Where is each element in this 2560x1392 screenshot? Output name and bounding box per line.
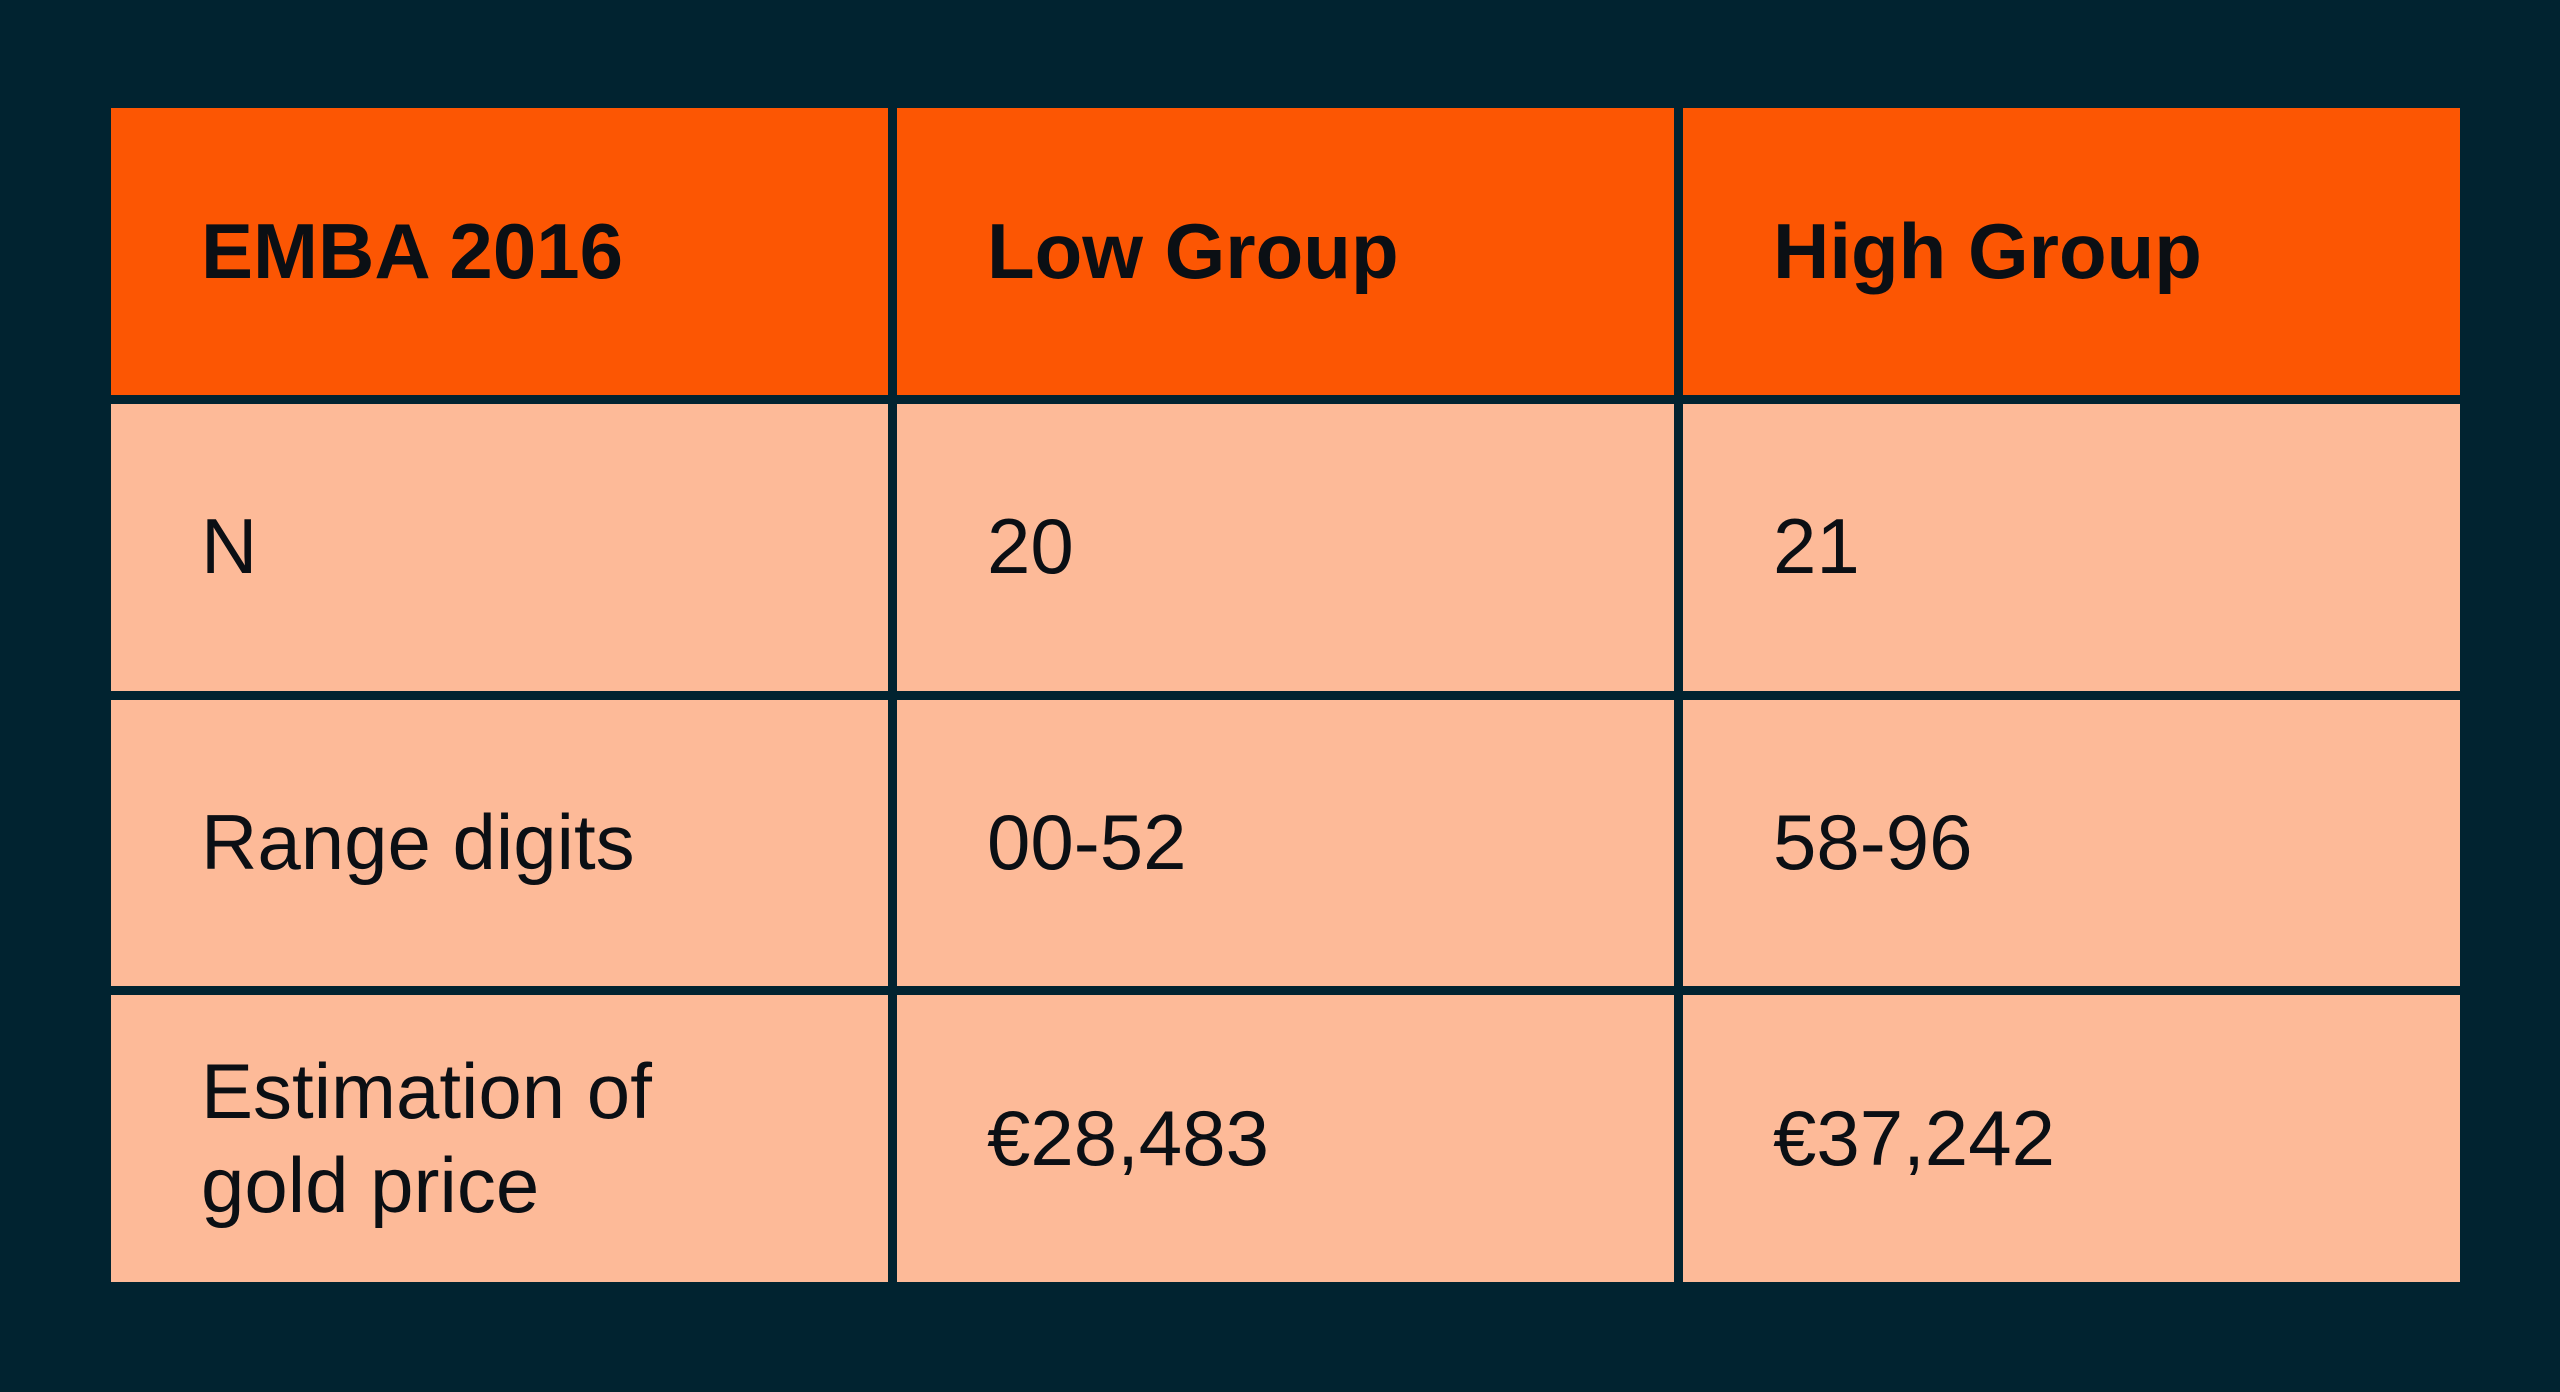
table-cell: 21 — [1683, 403, 2460, 691]
cell-text: 21 — [1773, 502, 1860, 591]
cell-text: €28,483 — [987, 1093, 1269, 1182]
header-cell: Low Group — [897, 108, 1674, 395]
table-cell: Estimation of gold price — [111, 995, 888, 1282]
cell-text: High Group — [1773, 206, 2202, 295]
cell-text: 20 — [987, 502, 1074, 591]
cell-text: Low Group — [987, 206, 1399, 295]
cell-text: N — [201, 502, 258, 591]
header-cell: EMBA 2016 — [111, 108, 888, 395]
cell-text: Range digits — [201, 798, 635, 887]
cell-text: €37,242 — [1773, 1093, 2055, 1182]
table-cell: Range digits — [111, 699, 888, 987]
table-cell: 58-96 — [1683, 699, 2460, 987]
table-cell: €28,483 — [897, 995, 1674, 1282]
table-cell: €37,242 — [1683, 995, 2460, 1282]
header-cell: High Group — [1683, 108, 2460, 395]
cell-text: Estimation of gold price — [201, 1047, 652, 1229]
cell-text: EMBA 2016 — [201, 206, 623, 295]
cell-text: 00-52 — [987, 798, 1187, 887]
cell-text: 58-96 — [1773, 798, 1973, 887]
table-cell: 20 — [897, 403, 1674, 691]
table-cell: 00-52 — [897, 699, 1674, 987]
table: EMBA 2016 Low Group High Group N 20 21 Range d… — [111, 108, 2460, 1282]
table-cell: N — [111, 403, 888, 691]
